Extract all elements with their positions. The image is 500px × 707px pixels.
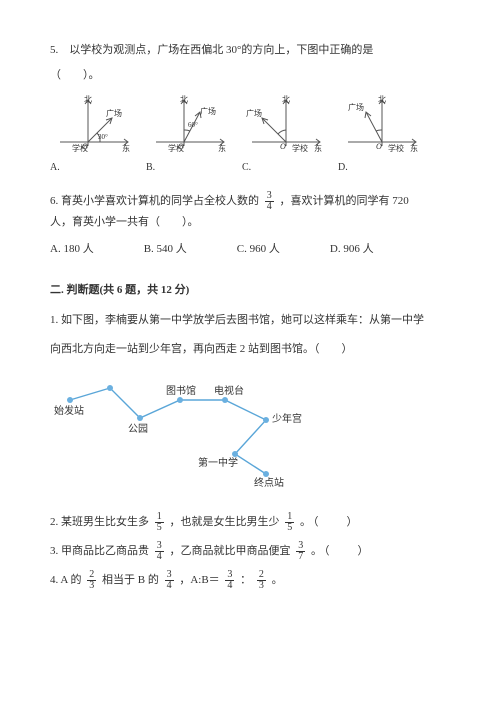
q6-choices: A. 180 人 B. 540 人 C. 960 人 D. 906 人 — [50, 239, 450, 260]
j2: 2. 某班男生比女生多 15 ，也就是女生比男生少 15 。（ ） — [50, 512, 450, 533]
svg-text:60°: 60° — [188, 121, 198, 129]
q5-option-a: 北 东 广场 30° 学校 O A. — [50, 94, 132, 177]
q5-diagram-a: 北 东 广场 30° 学校 O — [50, 94, 132, 156]
q5-line2: （ ）。 — [50, 65, 450, 86]
svg-text:O: O — [82, 142, 88, 151]
svg-text:30°: 30° — [98, 133, 108, 141]
svg-text:北: 北 — [282, 95, 290, 104]
svg-text:始发站: 始发站 — [54, 404, 84, 417]
q5-diagram-b: 北 东 广场 60° 学校 O — [146, 94, 228, 156]
q5-line1: 5. 以学校为观测点，广场在西偏北 30°的方向上，下图中正确的是 — [50, 40, 450, 61]
svg-text:广场: 广场 — [200, 106, 216, 116]
svg-text:公园: 公园 — [128, 423, 148, 435]
j4: 4. A 的 23 相当于 B 的 34 ，A:B＝ 34 ： 23 。 — [50, 570, 450, 591]
q5-option-b: 北 东 广场 60° 学校 O B. — [146, 94, 228, 177]
svg-text:O: O — [376, 142, 382, 151]
svg-text:学校: 学校 — [388, 143, 404, 153]
svg-text:北: 北 — [378, 95, 386, 104]
svg-text:广场: 广场 — [348, 102, 364, 112]
svg-text:东: 东 — [410, 143, 418, 153]
svg-text:东: 东 — [122, 143, 130, 153]
svg-text:电视台: 电视台 — [214, 384, 244, 397]
q6-choice-d: D. 906 人 — [330, 239, 374, 260]
svg-text:O: O — [280, 142, 286, 151]
j3: 3. 甲商品比乙商品贵 34 ，乙商品就比甲商品便宜 37 。（ ） — [50, 541, 450, 562]
q6-line2: 人，育英小学一共有（ ）。 — [50, 212, 450, 233]
q6-choice-a: A. 180 人 — [50, 239, 94, 260]
q6-choice-c: C. 960 人 — [237, 239, 280, 260]
svg-text:北: 北 — [180, 95, 188, 104]
svg-text:学校: 学校 — [292, 143, 308, 153]
svg-text:广场: 广场 — [246, 108, 262, 118]
q5-label-b: B. — [146, 158, 155, 177]
svg-text:少年宫: 少年宫 — [272, 412, 302, 425]
j1-line2: 向西北方向走一站到少年宫，再向西走 2 站到图书馆。（ ） — [50, 339, 450, 360]
q5-diagram-row: 北 东 广场 30° 学校 O A. 北 东 广场 60° 学校 — [50, 94, 450, 177]
q6-line1: 6. 育英小学喜欢计算机的同学占全校人数的 34 ，喜欢计算机的同学有 720 — [50, 191, 450, 212]
q5-option-c: 北 东 广场 学校 O C. — [242, 94, 324, 177]
route-diagram: 始发站 公园 图书馆 电视台 少年宫 第一中学 终点站 — [50, 370, 450, 498]
j1-line1: 1. 如下图，李楠要从第一中学放学后去图书馆，她可以这样乘车：从第一中学 — [50, 310, 450, 331]
q5-label-d: D. — [338, 158, 348, 177]
q5-label-c: C. — [242, 158, 251, 177]
q5-diagram-d: 北 东 广场 学校 O — [338, 94, 420, 156]
svg-text:东: 东 — [314, 143, 322, 153]
svg-text:第一中学: 第一中学 — [198, 456, 238, 469]
svg-text:东: 东 — [218, 143, 226, 153]
svg-text:终点站: 终点站 — [254, 476, 284, 489]
q5-label-a: A. — [50, 158, 60, 177]
q6-choice-b: B. 540 人 — [144, 239, 187, 260]
svg-text:O: O — [178, 142, 184, 151]
q5-diagram-c: 北 东 广场 学校 O — [242, 94, 324, 156]
fraction-3-4: 34 — [265, 191, 274, 212]
svg-text:北: 北 — [84, 95, 92, 104]
q5-option-d: 北 东 广场 学校 O D. — [338, 94, 420, 177]
svg-text:图书馆: 图书馆 — [166, 384, 196, 397]
svg-text:广场: 广场 — [106, 108, 122, 118]
section2-title: 二. 判断题(共 6 题，共 12 分) — [50, 280, 450, 301]
